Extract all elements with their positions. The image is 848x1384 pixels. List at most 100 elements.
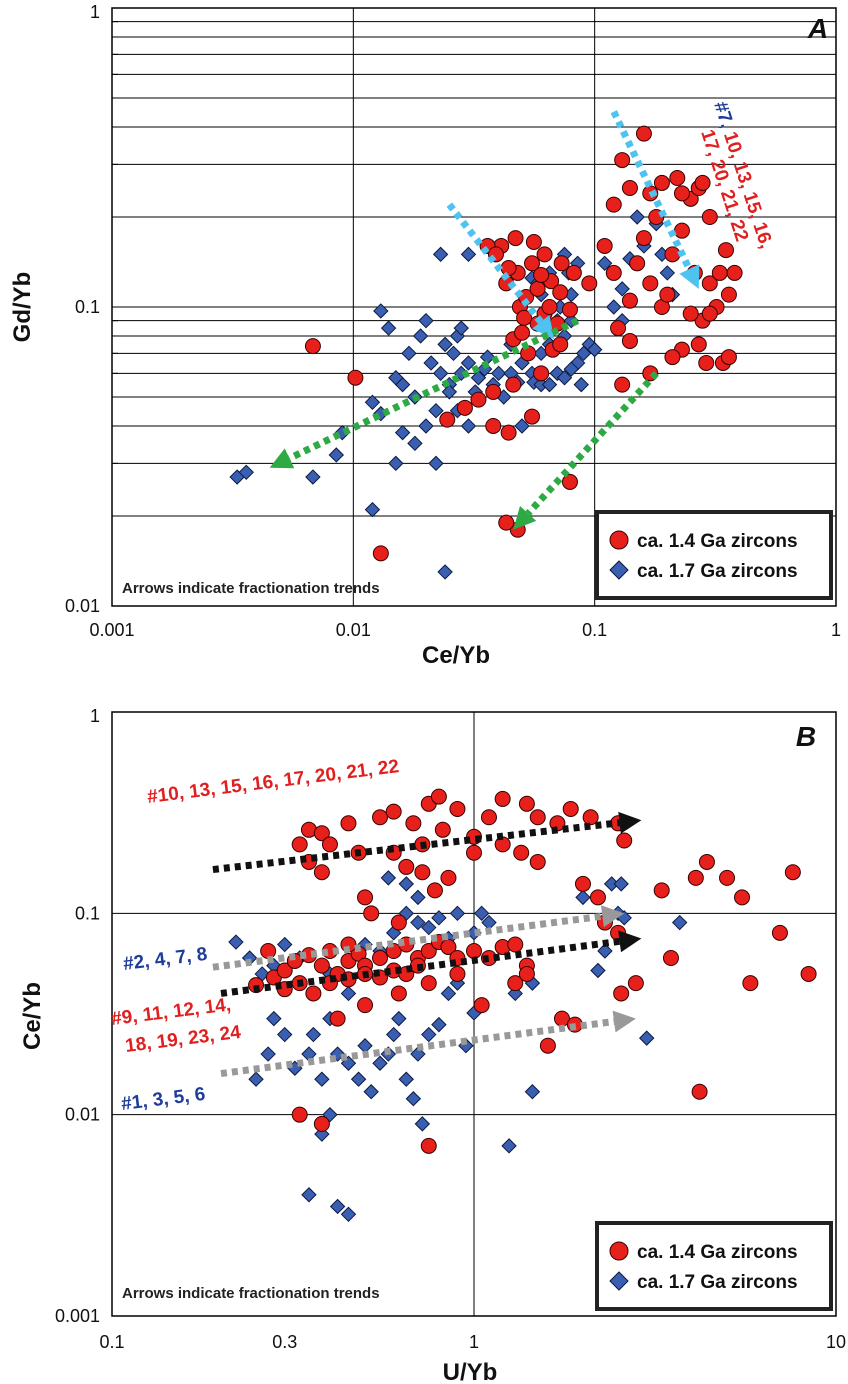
panel-b-point-1-7ga bbox=[277, 936, 293, 953]
panel-b-y-tick-label: 0.001 bbox=[55, 1306, 100, 1326]
panel-a-point-1-7ga bbox=[364, 394, 381, 411]
panel-b-point-1-4ga bbox=[420, 943, 437, 960]
panel-b-legend-label-1-7ga: ca. 1.7 Ga zircons bbox=[637, 1272, 798, 1293]
panel-a-point-1-4ga bbox=[621, 292, 638, 309]
panel-a-legend-circle-marker bbox=[609, 530, 629, 550]
panel-a-point-1-4ga bbox=[629, 255, 646, 272]
panel-b-point-1-7ga bbox=[431, 910, 447, 926]
panel-b-legend-box bbox=[595, 1221, 833, 1311]
panel-b-point-1-7ga bbox=[414, 1116, 431, 1132]
panel-b-point-1-4ga bbox=[390, 985, 407, 1002]
panel-a-point-1-7ga bbox=[490, 365, 507, 382]
panel-a-point-1-7ga bbox=[394, 424, 411, 441]
panel-b-point-1-7ga bbox=[248, 1071, 264, 1087]
panel-b-arrow-head-1 bbox=[600, 905, 625, 928]
panel-b-point-1-7ga bbox=[597, 943, 613, 959]
panel-a-point-1-4ga bbox=[690, 336, 707, 353]
panel-a-point-1-4ga bbox=[500, 424, 517, 441]
panel-b-point-1-4ga bbox=[420, 1137, 437, 1154]
panel-b-point-1-4ga bbox=[440, 939, 457, 956]
panel-b-point-1-4ga bbox=[691, 1083, 708, 1100]
panel-b-point-1-7ga bbox=[380, 870, 397, 886]
panel-b-point-1-4ga bbox=[466, 943, 482, 960]
panel-b-point-1-4ga bbox=[466, 844, 482, 861]
panel-a-point-1-7ga bbox=[514, 418, 530, 434]
panel-b-point-1-4ga bbox=[363, 905, 380, 922]
panel-a-point-1-7ga bbox=[629, 209, 645, 225]
panel-b-point-1-7ga bbox=[329, 1198, 346, 1215]
panel-a-point-1-7ga bbox=[470, 370, 487, 386]
panel-b-point-1-4ga bbox=[313, 1115, 330, 1132]
panel-a-arrows bbox=[269, 110, 700, 530]
panel-b-arrow-head-0 bbox=[618, 811, 642, 834]
panel-a-x-tick-label: 0.1 bbox=[582, 620, 607, 640]
panel-b-x-tick-label: 1 bbox=[469, 1332, 479, 1352]
panel-a-point-1-4ga bbox=[347, 369, 364, 386]
panel-a-point-1-4ga bbox=[717, 242, 734, 259]
panel-b-panel-letter: B bbox=[796, 721, 816, 752]
panel-b-point-1-7ga bbox=[228, 934, 244, 950]
panel-b-arrow-line-0 bbox=[212, 819, 620, 874]
panel-a-point-1-7ga bbox=[238, 464, 254, 481]
panel-a-point-1-4ga bbox=[635, 230, 652, 247]
panel-b-point-1-4ga bbox=[385, 803, 402, 820]
panel-b-point-1-7ga bbox=[260, 1046, 276, 1062]
panel-a-point-1-7ga bbox=[573, 376, 589, 393]
panel-b-point-1-4ga bbox=[562, 800, 579, 817]
panel-b-point-1-4ga bbox=[449, 965, 466, 982]
panel-b-point-1-7ga bbox=[405, 1091, 422, 1107]
panel-a-point-1-4ga bbox=[610, 320, 627, 337]
panel-a-point-1-7ga bbox=[432, 246, 449, 263]
panel-a-panel-letter: A bbox=[807, 13, 828, 44]
panel-b-point-1-4ga bbox=[426, 882, 443, 899]
panel-a-y-axis-title: Gd/Yb bbox=[9, 272, 36, 343]
panel-a-point-1-7ga bbox=[428, 455, 444, 472]
panel-a-point-1-7ga bbox=[445, 345, 462, 362]
panel-a-legend-box bbox=[595, 510, 833, 600]
panel-a-point-1-4ga bbox=[533, 266, 550, 283]
panel-b-point-1-4ga bbox=[260, 943, 277, 960]
panel-b-trend-note: Arrows indicate fractionation trends bbox=[122, 1285, 380, 1302]
panel-b-point-1-7ga bbox=[340, 1206, 357, 1223]
panel-a-point-1-4ga bbox=[642, 275, 659, 292]
panel-a-point-1-4ga bbox=[621, 180, 638, 197]
panel-b-point-1-4ga bbox=[687, 869, 704, 886]
panel-b-x-axis-title: U/Yb bbox=[443, 1359, 498, 1384]
panel-a-arrow-line-1 bbox=[446, 202, 544, 325]
panel-b-point-1-4ga bbox=[539, 1037, 556, 1054]
panel-a-point-1-7ga bbox=[441, 384, 458, 400]
panel-b-point-1-4ga bbox=[291, 1106, 308, 1123]
panel-b-point-1-7ga bbox=[473, 905, 490, 922]
panel-b-point-1-4ga bbox=[800, 965, 817, 982]
panel-a-point-1-4ga bbox=[498, 514, 515, 531]
panel-b-point-1-4ga bbox=[784, 864, 801, 881]
panel-b-point-1-7ga bbox=[501, 1138, 517, 1154]
panel-a-point-1-7ga bbox=[373, 303, 389, 319]
panel-b-legend: ca. 1.4 Ga zircons ca. 1.7 Ga zircons bbox=[595, 1221, 833, 1311]
panel-b-point-1-4ga bbox=[613, 985, 630, 1002]
panel-a-point-1-4ga bbox=[605, 264, 622, 281]
panel-a-point-1-7ga bbox=[418, 418, 434, 434]
panel-b-point-1-7ga bbox=[613, 876, 629, 892]
panel-b-point-1-4ga bbox=[742, 975, 759, 992]
panel-a-point-1-4ga bbox=[621, 332, 638, 349]
panel-b-point-1-7ga bbox=[410, 889, 426, 906]
panel-b-point-1-7ga bbox=[398, 1071, 414, 1087]
panel-b-y-tick-label: 0.1 bbox=[75, 903, 100, 923]
panel-a-arrow-line-2 bbox=[287, 317, 580, 462]
panel-a-point-1-4ga bbox=[596, 237, 613, 254]
panel-b-group-label-4: 18, 19, 23, 24 bbox=[124, 1022, 242, 1057]
panel-a-point-1-4ga bbox=[565, 264, 582, 281]
panel-b-point-1-7ga bbox=[431, 1016, 447, 1033]
panel-a-point-1-7ga bbox=[460, 246, 477, 263]
panel-a-arrow-head-0 bbox=[679, 264, 700, 289]
panel-a-point-1-7ga bbox=[428, 402, 444, 419]
panel-a-point-1-7ga bbox=[418, 312, 434, 329]
panel-b-point-1-7ga bbox=[421, 919, 437, 936]
panel-a-y-tick-label: 1 bbox=[90, 2, 100, 22]
panel-a-point-1-4ga bbox=[711, 264, 728, 281]
panel-b-point-1-4ga bbox=[507, 975, 524, 992]
panel-a-point-1-7ga bbox=[659, 265, 676, 281]
panel-a-point-1-7ga bbox=[614, 281, 630, 297]
panel-a-point-1-7ga bbox=[586, 341, 603, 358]
